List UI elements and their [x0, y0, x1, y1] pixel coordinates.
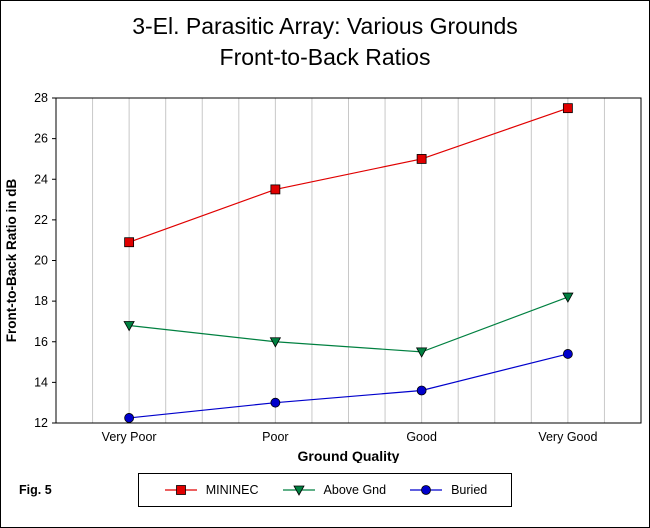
circle-marker	[270, 397, 281, 408]
x-axis-label: Ground Quality	[298, 448, 400, 463]
figure-label: Fig. 5	[19, 483, 52, 497]
y-tick-label: 20	[34, 254, 48, 268]
legend-marker-mininec	[164, 485, 197, 495]
legend-marker-above-gnd	[282, 485, 315, 496]
legend-label: Above Gnd	[323, 483, 387, 497]
chart-title: 3-El. Parasitic Array: Various Grounds F…	[1, 1, 649, 85]
legend-label: Buried	[451, 483, 488, 497]
series-line-above-gnd	[129, 296, 569, 353]
triangle-down-marker	[269, 337, 282, 348]
y-tick-label: 14	[34, 375, 48, 389]
x-tick-label: Very Good	[538, 430, 597, 444]
x-tick-label: Very Poor	[102, 430, 157, 444]
triangle-down-marker	[562, 292, 574, 303]
y-tick-label: 22	[34, 213, 48, 227]
series-line-buried	[129, 353, 569, 419]
triangle-down-marker	[292, 485, 305, 496]
chart-title-line2: Front-to-Back Ratios	[219, 44, 431, 70]
circle-marker	[421, 485, 431, 495]
chart-footer: Fig. 5 MININEC Above Gnd Buried	[1, 463, 649, 527]
legend-item-buried: Buried	[408, 483, 487, 497]
y-tick-label: 26	[34, 132, 48, 146]
y-tick-label: 12	[34, 416, 48, 430]
legend-item-above-gnd: Above Gnd	[281, 483, 387, 497]
y-tick-label: 18	[34, 294, 48, 308]
legend-item-mininec: MININEC	[163, 483, 259, 497]
square-marker	[175, 485, 186, 495]
series-line-mininec	[128, 107, 569, 243]
triangle-down-marker	[415, 347, 428, 358]
square-marker	[416, 154, 427, 164]
square-marker	[124, 237, 135, 248]
circle-marker	[416, 385, 427, 396]
y-axis-label: Front-to-Back Ratio in dB	[4, 179, 19, 343]
y-tick-label: 16	[34, 335, 48, 349]
circle-marker	[562, 349, 573, 359]
legend: MININEC Above Gnd Buried	[137, 473, 513, 507]
square-marker	[562, 103, 573, 114]
y-tick-label: 24	[34, 172, 48, 186]
square-marker	[270, 184, 281, 195]
chart-plot-area: 12 14 16 18 20 22 24 26 28 Very Poor Poor Good Very …	[4, 91, 642, 463]
legend-marker-buried	[410, 485, 443, 495]
legend-label: MININEC	[205, 483, 259, 497]
x-tick-label: Poor	[262, 430, 288, 444]
circle-marker	[124, 413, 135, 423]
chart-title-line1: 3-El. Parasitic Array: Various Grounds	[132, 13, 518, 39]
y-tick-label: 28	[34, 91, 48, 105]
triangle-down-marker	[123, 321, 135, 332]
x-tick-label: Good	[406, 430, 437, 444]
